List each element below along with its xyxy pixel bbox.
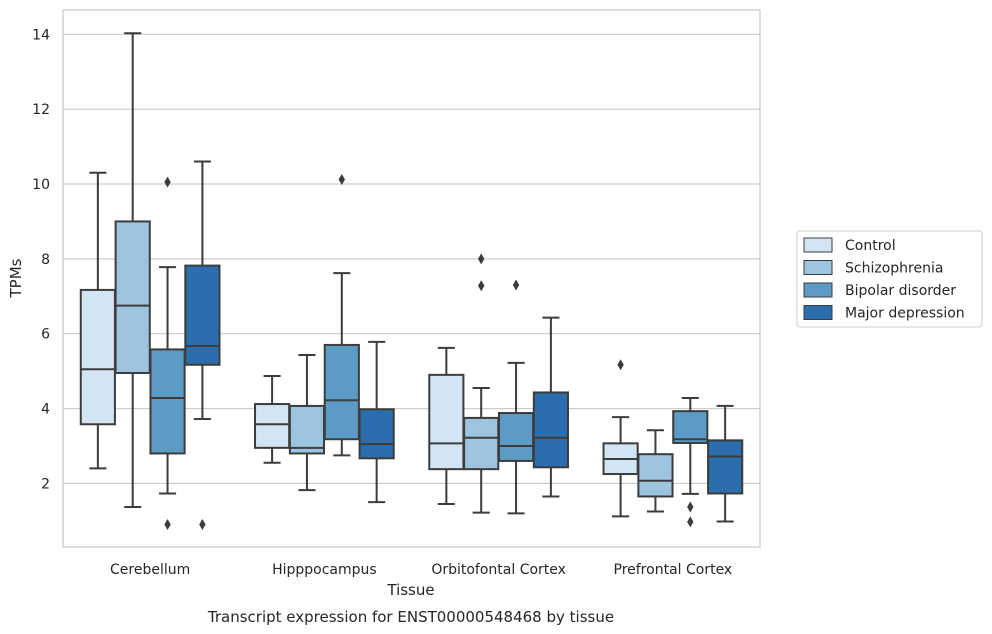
box-3-3 [707, 404, 744, 523]
box-iqr [672, 410, 709, 444]
box-3-1 [637, 429, 674, 513]
box-1-1 [288, 354, 326, 492]
outlier-marker [478, 280, 485, 292]
box-iqr [428, 373, 465, 471]
outlier-marker [199, 519, 206, 531]
y-tick-label: 10 [32, 177, 50, 193]
box-3-0 [602, 359, 639, 518]
outlier-marker [617, 359, 624, 371]
y-tick-label: 14 [32, 27, 50, 43]
box-1-3 [358, 340, 395, 504]
box-0-1 [114, 32, 151, 508]
box-2-0 [428, 346, 465, 505]
y-axis-label: TPMs [7, 258, 25, 298]
box-iqr [254, 403, 291, 449]
chart-title: Transcript expression for ENST0000054846… [207, 608, 614, 626]
plot-border [62, 9, 761, 548]
legend-label: Major depression [845, 306, 965, 322]
y-tick-label: 8 [41, 252, 50, 268]
outlier-marker [478, 253, 485, 265]
y-tick-label: 12 [32, 102, 50, 118]
box-1-2 [323, 174, 360, 457]
outlier-marker [164, 176, 171, 188]
outlier-marker [338, 174, 345, 186]
y-tick-label: 6 [41, 327, 50, 343]
x-axis-label: Tissue [386, 581, 434, 599]
y-axis-ticks: 2 4 6 8 10 12 14 [32, 27, 50, 492]
legend-frame [796, 230, 983, 328]
legend: Control Schizophrenia Bipolar disorder Majo… [796, 230, 983, 328]
box-1-0 [254, 374, 291, 464]
box-groups [79, 32, 744, 531]
box-2-3 [532, 316, 569, 498]
box-0-3 [184, 160, 221, 531]
box-iqr [707, 439, 744, 495]
y-tick-label: 4 [41, 402, 50, 418]
y-tick-label: 2 [41, 476, 50, 492]
box-iqr [184, 264, 221, 366]
box-iqr [288, 404, 326, 455]
legend-swatch [803, 305, 833, 320]
box-0-2 [149, 176, 186, 531]
legend-swatch [803, 260, 833, 275]
box-iqr [497, 412, 535, 462]
outlier-marker [512, 279, 520, 291]
x-tick-label: Orbitofontal Cortex [431, 562, 566, 578]
outlier-marker [687, 516, 694, 528]
outlier-marker [687, 501, 694, 513]
x-tick-label: Prefrontal Cortex [614, 562, 733, 578]
x-axis-ticks: Cerebellum Hipppocampus Orbitofontal Corte… [110, 562, 732, 578]
box-iqr [323, 343, 360, 441]
box-iqr [149, 348, 186, 455]
box-iqr [532, 391, 569, 469]
box-iqr [358, 408, 395, 460]
legend-swatch [803, 282, 833, 298]
legend-label: Control [845, 238, 896, 254]
legend-label: Schizophrenia [845, 261, 943, 277]
legend-label: Bipolar disorder [845, 283, 956, 299]
box-iqr [463, 416, 500, 471]
box-iqr [79, 288, 116, 426]
box-iqr [637, 453, 674, 498]
x-tick-label: Cerebellum [110, 562, 190, 578]
box-2-2 [497, 279, 535, 515]
legend-swatch [803, 237, 833, 253]
outlier-marker [164, 519, 171, 531]
x-tick-label: Hipppocampus [272, 562, 377, 578]
box-iqr [114, 220, 151, 374]
box-3-2 [672, 397, 709, 528]
